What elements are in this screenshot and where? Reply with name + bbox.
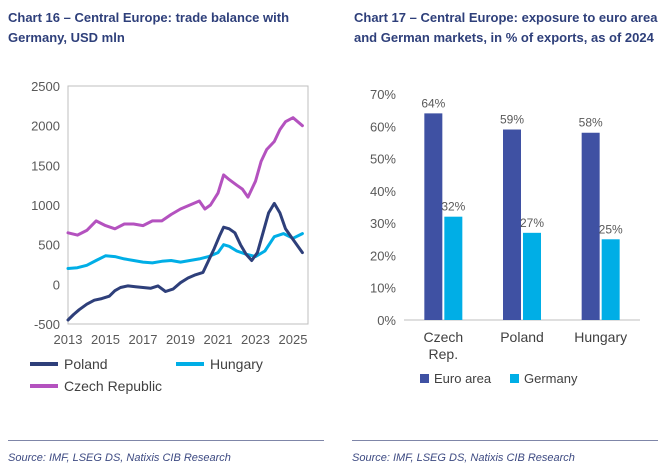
left-source-note: Source: IMF, LSEG DS, Natixis CIB Resear…: [8, 452, 231, 464]
bar-ytick-label: 0%: [377, 313, 396, 328]
right-source-divider: [352, 440, 658, 441]
series-line-hungary: [66, 232, 304, 270]
line-xtick-label: 2019: [166, 332, 195, 347]
right-chart-panel: Chart 17 – Central Europe: exposure to e…: [346, 0, 664, 474]
bar-data-label: 58%: [579, 116, 603, 130]
line-ytick-label: -500: [34, 317, 60, 332]
bar-ytick-label: 20%: [370, 248, 396, 263]
bar-category-label: Czech: [423, 329, 463, 345]
line-ytick-label: 1000: [31, 198, 60, 213]
bar-ytick-label: 60%: [370, 119, 396, 134]
line-xtick-label: 2023: [241, 332, 270, 347]
bar-ytick-label: 70%: [370, 87, 396, 102]
legend-label-poland: Poland: [64, 356, 108, 372]
bar-data-label: 59%: [500, 113, 524, 127]
line-ytick-label: 2000: [31, 119, 60, 134]
series-line-czech-republic: [66, 116, 304, 237]
bar-ytick-label: 40%: [370, 184, 396, 199]
bar-ytick-label: 10%: [370, 281, 396, 296]
bar-euro-area: [581, 132, 600, 320]
left-chart-title: Chart 16 – Central Europe: trade balance…: [8, 10, 290, 45]
left-source-divider: [8, 440, 324, 441]
line-ytick-label: 1500: [31, 158, 60, 173]
bar-legend-label-euro-area: Euro area: [434, 371, 492, 386]
bar-category-label: Hungary: [574, 329, 627, 345]
bar-germany: [444, 216, 463, 320]
bar-data-label: 25%: [599, 222, 623, 236]
line-xtick-label: 2017: [129, 332, 158, 347]
bar-legend-label-germany: Germany: [524, 371, 578, 386]
line-xtick-label: 2025: [279, 332, 308, 347]
legend-label-czech-republic: Czech Republic: [64, 378, 162, 394]
line-plot-frame: [67, 85, 309, 325]
bar-legend-swatch-germany: [510, 374, 519, 383]
legend-label-hungary: Hungary: [210, 356, 263, 372]
bar-legend-swatch-euro-area: [420, 374, 429, 383]
bar-data-label: 32%: [441, 200, 465, 214]
line-xtick-label: 2013: [54, 332, 83, 347]
bar-germany: [523, 232, 541, 320]
line-xtick-label: 2015: [91, 332, 120, 347]
bar-ytick-label: 30%: [370, 216, 396, 231]
line-xtick-label: 2021: [204, 332, 233, 347]
line-ytick-label: 2500: [31, 79, 60, 94]
left-chart-panel: Chart 16 – Central Europe: trade balance…: [0, 0, 330, 474]
series-line-poland: [66, 201, 304, 322]
bar-euro-area: [424, 113, 443, 320]
bar-data-label: 27%: [520, 216, 544, 230]
bar-category-label: Poland: [500, 329, 544, 345]
right-source-note: Source: IMF, LSEG DS, Natixis CIB Resear…: [352, 452, 575, 464]
bar-ytick-label: 50%: [370, 152, 396, 167]
line-ytick-label: 500: [38, 238, 60, 253]
bar-euro-area: [503, 129, 521, 320]
bar-category-label: Rep.: [429, 346, 459, 362]
bar-data-label: 64%: [421, 96, 445, 110]
right-chart-title: Chart 17 – Central Europe: exposure to e…: [354, 10, 658, 45]
line-ytick-label: 0: [53, 277, 60, 292]
bar-germany: [601, 239, 620, 320]
